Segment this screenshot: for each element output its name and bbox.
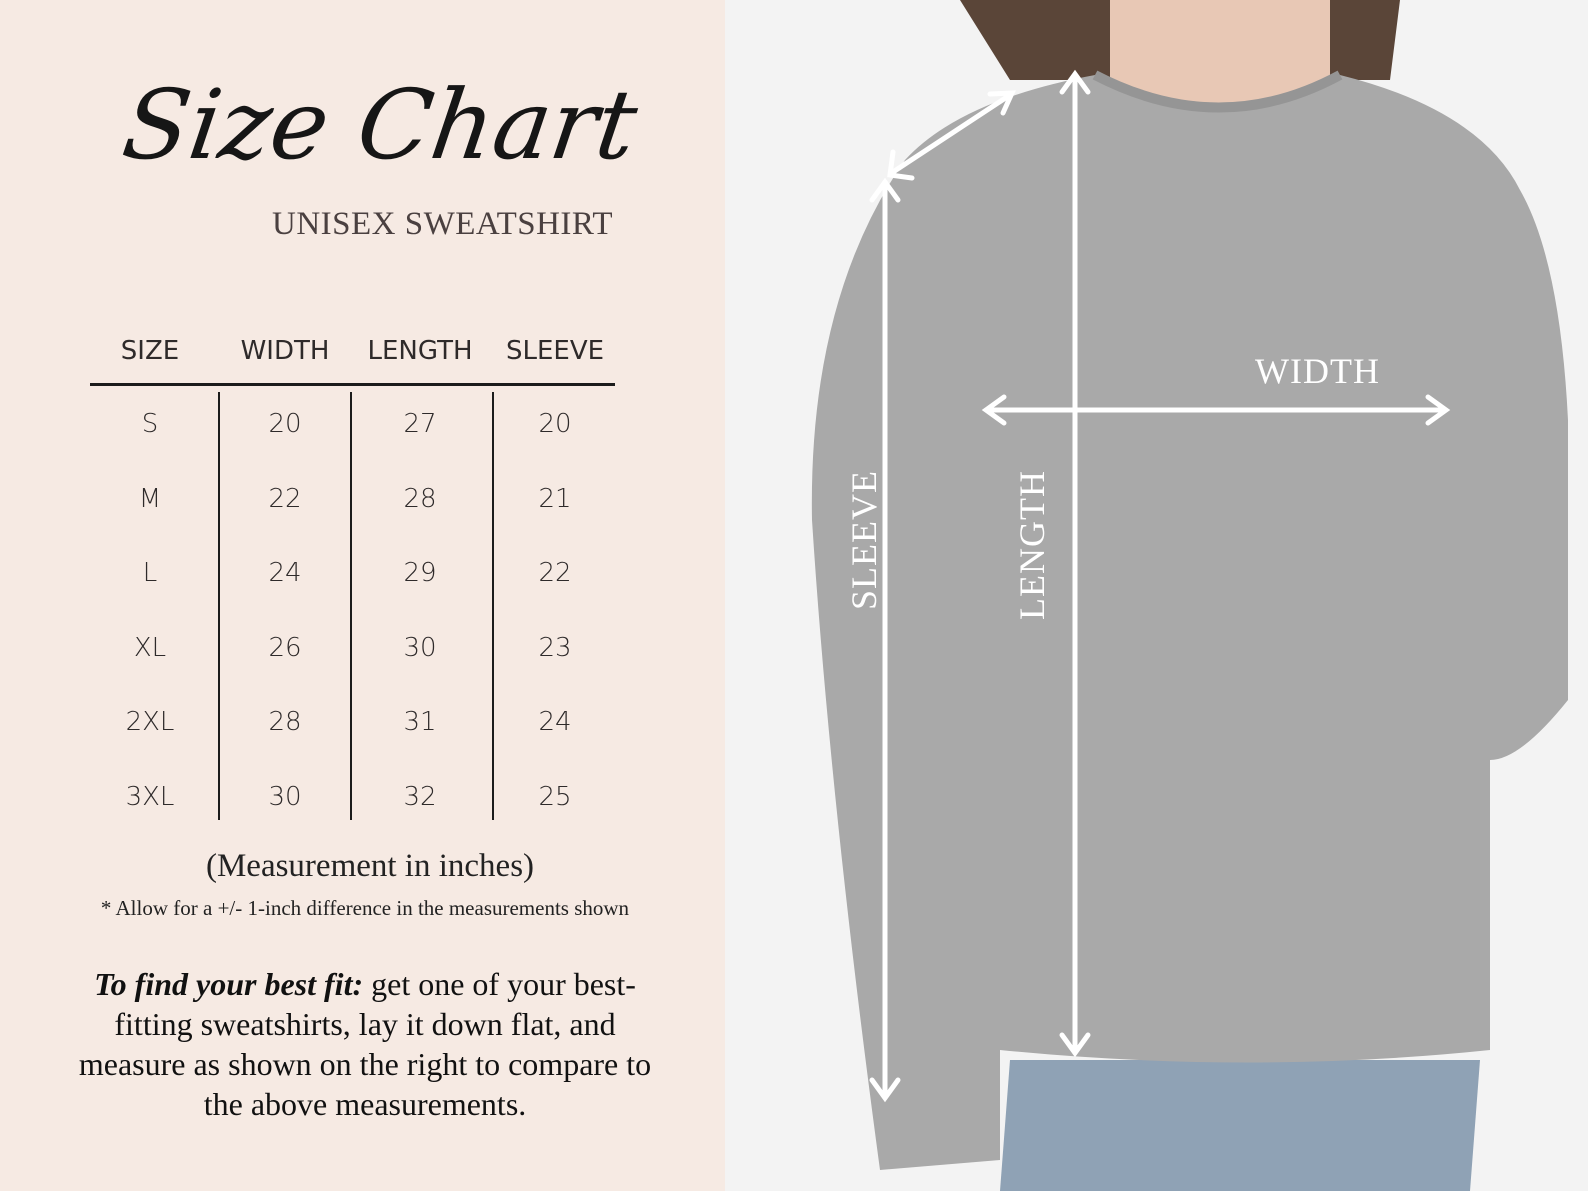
page-subtitle: UNISEX SWEATSHIRT <box>272 206 614 242</box>
table-cell-width: 28 <box>268 707 302 738</box>
measure-arrows <box>869 69 1451 1103</box>
table-cell-sleeve: 22 <box>538 558 572 589</box>
table-cell-width: 20 <box>268 409 302 439</box>
tolerance-note: * Allow for a +/- 1-inch difference in t… <box>100 896 630 920</box>
length-label: LENGTH <box>1012 470 1052 620</box>
table-cell-width: 30 <box>268 782 302 812</box>
column-header-size: SIZE <box>120 336 180 366</box>
table-cell-length: 32 <box>403 782 437 812</box>
table-cell-width: 22 <box>268 483 302 514</box>
table-cell-size: 3XL <box>125 782 175 812</box>
shoulder-arrow <box>890 92 1013 175</box>
collar <box>1092 70 1343 113</box>
size-chart-panel: Size Chart UNISEX SWEATSHIRT SIZE WIDTH LE… <box>0 0 725 1191</box>
table-cell-width: 26 <box>268 632 302 663</box>
table-cell-sleeve: 23 <box>538 632 572 663</box>
table-cell-sleeve: 21 <box>538 483 572 514</box>
neck <box>1110 0 1330 115</box>
table-cell-size: 2XL <box>125 707 175 738</box>
column-header-sleeve: SLEEVE <box>505 336 605 366</box>
table-cell-length: 30 <box>403 632 437 663</box>
column-divider <box>218 392 220 820</box>
sleeve-label: SLEEVE <box>844 470 884 610</box>
column-header-width: WIDTH <box>240 336 330 366</box>
table-cell-length: 27 <box>403 409 437 439</box>
table-cell-length: 28 <box>403 483 437 514</box>
sweatshirt <box>811 75 1568 1170</box>
jeans <box>1000 1060 1480 1191</box>
table-cell-length: 29 <box>403 558 437 589</box>
fit-lead: To find your best fit: <box>94 966 364 1002</box>
table-cell-sleeve: 25 <box>538 782 572 812</box>
model-photo: WIDTH LENGTH SLEEVE <box>725 0 1588 1191</box>
table-cell-size: S <box>141 409 159 439</box>
fit-instructions: To find your best fit: get one of your b… <box>60 964 670 1124</box>
column-divider <box>492 392 494 820</box>
column-divider <box>350 392 352 820</box>
table-cell-length: 31 <box>403 707 437 738</box>
header-divider <box>90 383 615 386</box>
table-cell-size: L <box>142 558 158 589</box>
column-header-length: LENGTH <box>367 336 473 366</box>
table-cell-size: M <box>138 483 162 514</box>
unit-note: (Measurement in inches) <box>205 848 535 884</box>
table-cell-sleeve: 24 <box>538 707 572 738</box>
page-title: Size Chart <box>116 69 644 181</box>
table-cell-width: 24 <box>268 558 302 589</box>
width-label: WIDTH <box>1255 351 1380 391</box>
sweatshirt-illustration <box>811 0 1568 1191</box>
table-cell-size: XL <box>133 632 167 663</box>
table-cell-sleeve: 20 <box>538 409 572 439</box>
fit-text: get one of your best-fitting sweatshirts… <box>78 966 652 1122</box>
